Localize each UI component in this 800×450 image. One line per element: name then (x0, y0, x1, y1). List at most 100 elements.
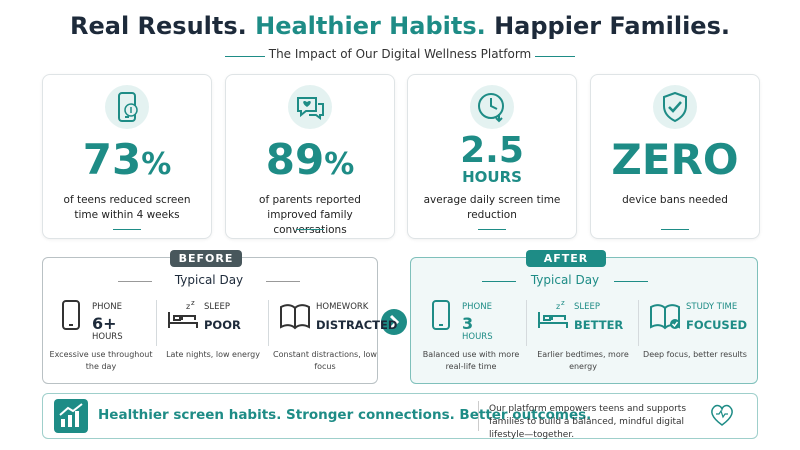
stat-icon (478, 93, 504, 123)
stat-value: 2.5 HOURS (408, 130, 576, 186)
svg-text:z: z (556, 302, 560, 311)
separator (526, 300, 527, 346)
item-note: Balanced use with more real-life time (422, 350, 520, 371)
title-part: Healthier Habits. (255, 12, 486, 40)
footer (42, 393, 758, 439)
item-note: Earlier bedtimes, more energy (537, 350, 629, 371)
day-item: STUDY TIME FOCUSED Deep focus, better resu… (640, 296, 750, 380)
rule (614, 281, 648, 282)
stat-value: 89% (226, 137, 394, 188)
footer-text: Our platform empowers teens and supports… (489, 404, 687, 440)
stat-number: ZERO (611, 135, 739, 184)
growth-icon (54, 399, 88, 433)
stat-description: of parents reported improved family conv… (259, 194, 361, 236)
separator (638, 300, 639, 346)
heading: Typical Day (174, 273, 244, 287)
underline (478, 229, 506, 230)
stat-card: 73% of teens reduced screen time within 4… (42, 74, 212, 239)
separator (268, 300, 269, 346)
stat-icon (663, 91, 687, 123)
item-value: POOR (204, 318, 241, 332)
badge: AFTER (526, 250, 606, 267)
stat-unit: % (324, 147, 355, 182)
item-value: 6+ (92, 314, 117, 333)
day-item: z z SLEEP POOR Late nights, low energy (158, 296, 268, 380)
stat-number: 89 (265, 135, 325, 184)
arrow-icon (381, 309, 407, 335)
icon-circle (105, 85, 149, 129)
item-unit: HOURS (462, 332, 493, 342)
item-value: 3 (462, 314, 474, 333)
rule (225, 56, 265, 57)
badge: BEFORE (170, 250, 242, 267)
svg-text:z: z (191, 299, 195, 307)
underline (661, 229, 689, 230)
stat-description: device bans needed (622, 194, 728, 206)
separator (156, 300, 157, 346)
day-item: PHONE 3 HOURS Balanced use with more real-l… (416, 296, 526, 380)
item-label: SLEEP (574, 302, 600, 312)
rule (266, 281, 300, 282)
stat-card: 2.5 HOURS average daily screen time reduct… (407, 74, 577, 239)
icon-circle (653, 85, 697, 129)
title-part: Real Results. (70, 12, 247, 40)
item-icon (424, 298, 458, 336)
heading: Typical Day (530, 273, 600, 287)
item-label: STUDY TIME (686, 302, 738, 312)
stat-number: 2.5 (460, 130, 524, 171)
item-icon-svg (650, 304, 680, 330)
tagline: Healthier screen habits. Stronger connec… (98, 407, 592, 423)
stat-unit: HOURS (462, 168, 522, 186)
before-panel (42, 257, 378, 384)
after-panel (410, 257, 758, 384)
day-item: HOMEWORK DISTRACTED Constant distractions,… (270, 296, 397, 380)
underline (113, 229, 141, 230)
icon-circle (288, 85, 332, 129)
subtitle: The Impact of Our Digital Wellness Platf… (268, 47, 532, 61)
day-item: PHONE 6+ HOURS Excessive use throughout the… (46, 296, 156, 380)
stat-icon (297, 97, 324, 120)
svg-text:z: z (186, 302, 190, 311)
divider (478, 401, 479, 431)
item-icon-svg (62, 300, 80, 330)
stat-description: of teens reduced screen time within 4 we… (63, 194, 191, 221)
item-note: Constant distractions, low focus (273, 350, 377, 371)
stat-number: 73 (82, 135, 142, 184)
stat-card: ZERO device bans needed (590, 74, 760, 239)
item-value: FOCUSED (686, 318, 748, 332)
heart-icon (711, 404, 733, 426)
item-note: Late nights, low energy (166, 350, 260, 359)
title-part: Happier Families. (494, 12, 730, 40)
icon-circle (470, 85, 514, 129)
title: Real Results. Healthier Habits. Happier … (0, 12, 800, 40)
rule (482, 281, 516, 282)
stat-description: average daily screen time reduction (423, 194, 561, 221)
underline (296, 229, 324, 230)
stat-card: 89% of parents reported improved family c… (225, 74, 395, 239)
stat-unit: % (141, 147, 172, 182)
rule (118, 281, 152, 282)
day-item: z z SLEEP BETTER Earlier bedtimes, more ener… (528, 296, 638, 380)
item-note: Deep focus, better results (643, 350, 747, 359)
item-label: SLEEP (204, 302, 230, 312)
item-label: PHONE (462, 302, 492, 312)
svg-text:z: z (561, 299, 565, 307)
stat-value: 73% (43, 137, 211, 188)
item-value: BETTER (574, 318, 624, 332)
item-icon (54, 298, 88, 336)
rule (535, 56, 575, 57)
item-note: Excessive use throughout the day (49, 350, 153, 371)
stat-value: ZERO (591, 137, 759, 183)
item-icon (278, 298, 312, 336)
item-label: HOMEWORK (316, 302, 369, 312)
item-label: PHONE (92, 302, 122, 312)
stat-icon (118, 92, 138, 122)
item-value: DISTRACTED (316, 318, 398, 332)
item-icon (648, 298, 682, 336)
item-icon-svg (280, 304, 310, 330)
item-unit: HOURS (92, 332, 123, 342)
